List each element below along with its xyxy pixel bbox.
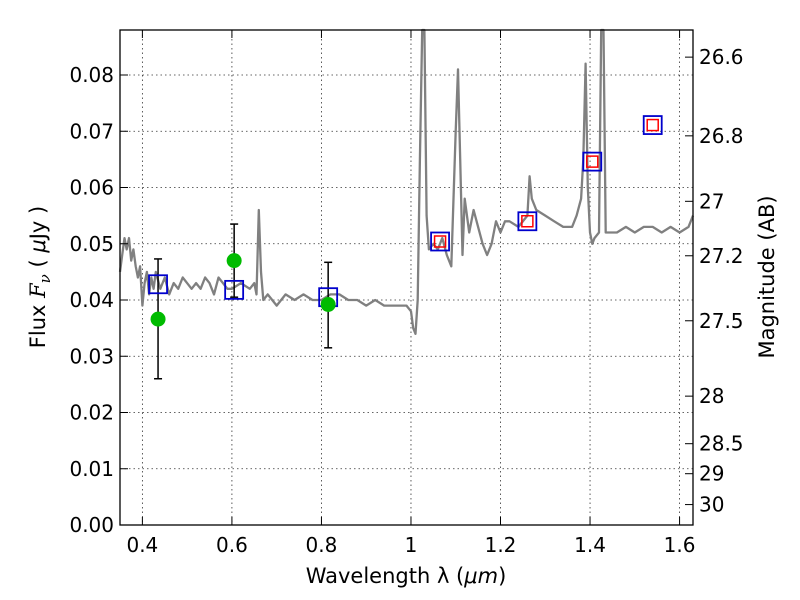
green-circle-marker: [150, 311, 166, 327]
x-tick-label: 1.6: [664, 533, 696, 557]
x-tick-label: 0.6: [216, 533, 248, 557]
y-tick-label: 0.03: [69, 344, 114, 368]
x-tick-label: 1.2: [485, 533, 517, 557]
x-axis-ticks: 0.4 0.6 0.8 1 1.2 1.4 1.6: [126, 30, 695, 557]
red-square-marker: [521, 215, 534, 228]
right-tick-label: 27.2: [699, 244, 744, 268]
right-tick-label: 27.5: [699, 309, 744, 333]
y-tick-label: 0.07: [69, 119, 114, 143]
right-tick-label: 29: [699, 462, 724, 486]
right-tick-label: 28.5: [699, 432, 744, 456]
spectrum-layer: [118, 28, 695, 335]
plot-frame: [119, 29, 694, 526]
blue-square-marker: [517, 211, 538, 232]
y-tick-label: 0.06: [69, 176, 114, 200]
y-tick-label: 0.01: [69, 457, 114, 481]
blue-square-marker: [430, 231, 450, 252]
x-tick-label: 0.8: [306, 533, 338, 557]
right-tick-label: 27: [699, 189, 724, 213]
x-tick-label: 1: [405, 533, 418, 557]
red-square-marker: [433, 235, 447, 248]
blue-square-marker: [224, 279, 245, 300]
blue-square-marker: [582, 151, 603, 172]
x-tick-label: 0.4: [126, 533, 158, 557]
y-tick-label: 0.08: [69, 63, 114, 87]
right-tick-label: 28: [699, 384, 724, 408]
blue-square-marker: [148, 274, 168, 295]
x-axis-label: Wavelength λ (μm): [306, 564, 507, 588]
spectrum-line: [118, 28, 695, 335]
green-circle-marker: [320, 297, 336, 312]
green-circle-marker: [226, 253, 242, 269]
x-tick-label: 1.4: [574, 533, 606, 557]
right-tick-label: 26.6: [699, 45, 744, 69]
right-axis-ticks: 26.6 26.8 27 27.2 27.5 28 28.5 29 30: [685, 45, 744, 517]
red-square-marker: [646, 118, 659, 132]
right-axis-label: Magnitude (AB): [755, 195, 779, 358]
y-tick-label: 0.00: [69, 513, 114, 537]
right-tick-label: 30: [699, 493, 724, 517]
y-tick-label: 0.04: [69, 288, 114, 312]
grid-lines: [120, 30, 693, 525]
right-tick-label: 26.8: [699, 124, 744, 148]
red-square-marker: [586, 155, 599, 168]
y-axis-label: Flux Fν ( μJy ): [26, 206, 54, 348]
y-tick-label: 0.02: [69, 401, 114, 425]
y-tick-label: 0.05: [69, 232, 114, 256]
blue-square-marker: [642, 115, 663, 135]
y-axis-ticks: 0.00 0.01 0.02 0.03 0.04 0.05 0.06 0.07 0.08: [69, 63, 128, 537]
marker-layer: [148, 115, 663, 327]
